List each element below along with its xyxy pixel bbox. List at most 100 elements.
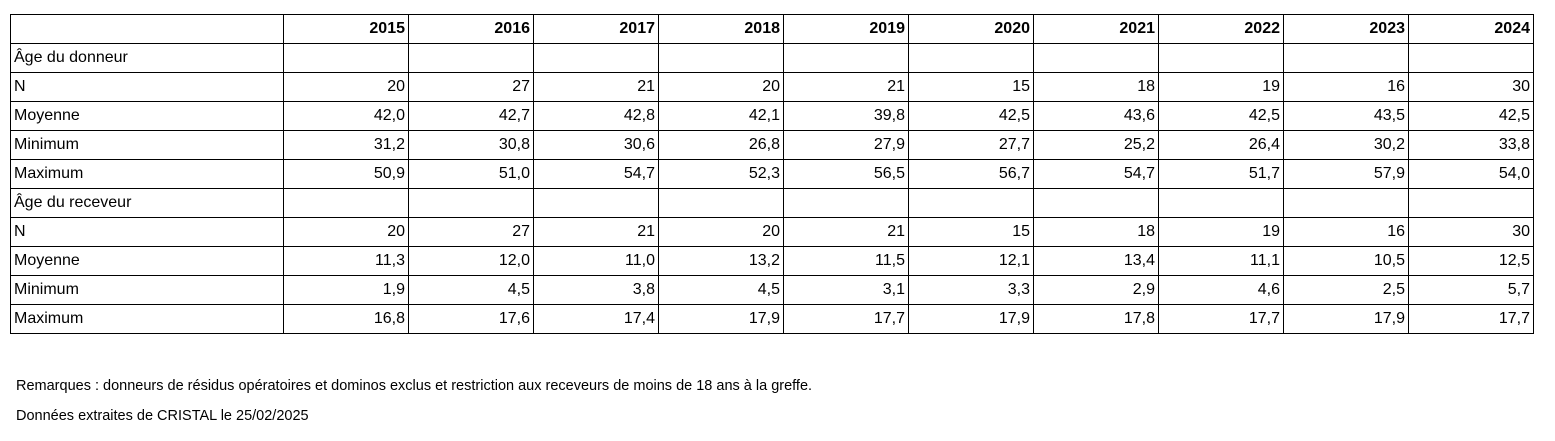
value-cell: 17,6 (408, 304, 534, 334)
value-cell: 11,3 (283, 246, 409, 276)
value-cell: 30,8 (408, 130, 534, 160)
row-label: Minimum (10, 275, 284, 305)
value-cell: 30 (1408, 72, 1534, 102)
value-cell: 42,5 (908, 101, 1034, 131)
value-cell: 16 (1283, 72, 1409, 102)
empty-cell (533, 188, 659, 218)
row-label: Maximum (10, 304, 284, 334)
year-header-2017: 2017 (533, 14, 659, 44)
value-cell: 42,0 (283, 101, 409, 131)
value-cell: 52,3 (658, 159, 784, 189)
empty-cell (783, 43, 909, 73)
value-cell: 51,7 (1158, 159, 1284, 189)
value-cell: 30,2 (1283, 130, 1409, 160)
value-cell: 17,7 (1158, 304, 1284, 334)
table-row: Moyenne 11,3 12,0 11,0 13,2 11,5 12,1 13,4 11,1 1… (10, 246, 1534, 276)
empty-cell (1408, 188, 1534, 218)
year-header-2024: 2024 (1408, 14, 1534, 44)
value-cell: 31,2 (283, 130, 409, 160)
value-cell: 30,6 (533, 130, 659, 160)
value-cell: 4,6 (1158, 275, 1284, 305)
year-header-2020: 2020 (908, 14, 1034, 44)
section-title-row: Âge du donneur (10, 43, 1534, 73)
empty-cell (1158, 43, 1284, 73)
value-cell: 11,5 (783, 246, 909, 276)
empty-cell (408, 188, 534, 218)
value-cell: 12,0 (408, 246, 534, 276)
empty-cell (783, 188, 909, 218)
value-cell: 17,8 (1033, 304, 1159, 334)
empty-cell (1033, 188, 1159, 218)
value-cell: 50,9 (283, 159, 409, 189)
value-cell: 3,1 (783, 275, 909, 305)
row-label: N (10, 217, 284, 247)
value-cell: 16,8 (283, 304, 409, 334)
value-cell: 56,5 (783, 159, 909, 189)
remarks-note: Remarques : donneurs de résidus opératoi… (16, 378, 813, 394)
value-cell: 25,2 (1033, 130, 1159, 160)
value-cell: 3,3 (908, 275, 1034, 305)
header-row: 2015 2016 2017 2018 2019 2020 2021 2022 2023 2024 (10, 14, 1534, 44)
section-title: Âge du donneur (10, 43, 284, 73)
year-header-2021: 2021 (1033, 14, 1159, 44)
value-cell: 43,5 (1283, 101, 1409, 131)
value-cell: 20 (658, 72, 784, 102)
empty-cell (908, 43, 1034, 73)
value-cell: 27,7 (908, 130, 1034, 160)
value-cell: 33,8 (1408, 130, 1534, 160)
value-cell: 42,8 (533, 101, 659, 131)
value-cell: 5,7 (1408, 275, 1534, 305)
year-header-2018: 2018 (658, 14, 784, 44)
value-cell: 21 (783, 72, 909, 102)
value-cell: 16 (1283, 217, 1409, 247)
value-cell: 15 (908, 217, 1034, 247)
empty-cell (408, 43, 534, 73)
value-cell: 20 (283, 72, 409, 102)
year-header-2019: 2019 (783, 14, 909, 44)
year-header-2022: 2022 (1158, 14, 1284, 44)
value-cell: 27 (408, 217, 534, 247)
value-cell: 43,6 (1033, 101, 1159, 131)
table-row: Minimum 1,9 4,5 3,8 4,5 3,1 3,3 2,9 4,6 2,5 5,7 (10, 275, 1534, 305)
value-cell: 17,9 (658, 304, 784, 334)
value-cell: 42,5 (1158, 101, 1284, 131)
table-row: Maximum 16,8 17,6 17,4 17,9 17,7 17,9 17,8 17,7 1… (10, 304, 1534, 334)
value-cell: 17,7 (1408, 304, 1534, 334)
empty-cell (1283, 188, 1409, 218)
value-cell: 17,9 (1283, 304, 1409, 334)
empty-cell (533, 43, 659, 73)
section-title-row: Âge du receveur (10, 188, 1534, 218)
table-row: N 20 27 21 20 21 15 18 19 16 30 (10, 217, 1534, 247)
empty-cell (283, 43, 409, 73)
data-source-note: Données extraites de CRISTAL le 25/02/20… (16, 408, 309, 424)
value-cell: 2,9 (1033, 275, 1159, 305)
value-cell: 17,4 (533, 304, 659, 334)
empty-cell (1158, 188, 1284, 218)
table-row: Minimum 31,2 30,8 30,6 26,8 27,9 27,7 25,2 26,4 3… (10, 130, 1534, 160)
value-cell: 19 (1158, 72, 1284, 102)
value-cell: 21 (533, 72, 659, 102)
value-cell: 13,2 (658, 246, 784, 276)
table-row: Maximum 50,9 51,0 54,7 52,3 56,5 56,7 54,7 51,7 5… (10, 159, 1534, 189)
value-cell: 19 (1158, 217, 1284, 247)
row-label: Maximum (10, 159, 284, 189)
value-cell: 1,9 (283, 275, 409, 305)
empty-cell (283, 188, 409, 218)
value-cell: 11,0 (533, 246, 659, 276)
value-cell: 39,8 (783, 101, 909, 131)
value-cell: 54,7 (1033, 159, 1159, 189)
value-cell: 27 (408, 72, 534, 102)
year-header-2016: 2016 (408, 14, 534, 44)
table-row: Moyenne 42,0 42,7 42,8 42,1 39,8 42,5 43,6 42,5 4… (10, 101, 1534, 131)
value-cell: 18 (1033, 72, 1159, 102)
value-cell: 54,0 (1408, 159, 1534, 189)
year-header-2023: 2023 (1283, 14, 1409, 44)
empty-cell (1408, 43, 1534, 73)
row-label: N (10, 72, 284, 102)
value-cell: 42,1 (658, 101, 784, 131)
table-row: N 20 27 21 20 21 15 18 19 16 30 (10, 72, 1534, 102)
year-header-2015: 2015 (283, 14, 409, 44)
value-cell: 17,9 (908, 304, 1034, 334)
section-title: Âge du receveur (10, 188, 284, 218)
value-cell: 56,7 (908, 159, 1034, 189)
